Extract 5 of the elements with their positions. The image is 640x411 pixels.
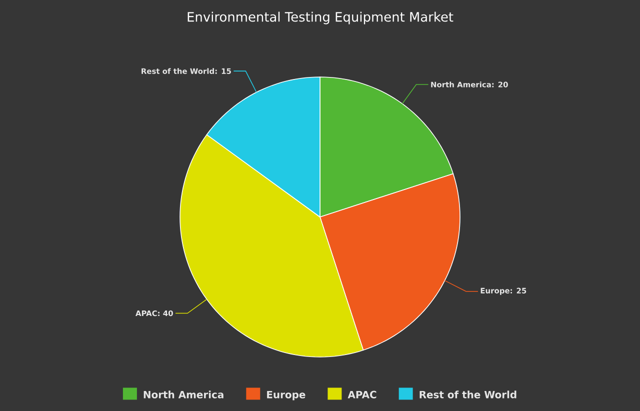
legend-label: APAC	[348, 390, 376, 398]
legend-label: Europe	[267, 390, 306, 400]
legend-label: Rest of the World	[420, 390, 516, 398]
legend-label: North America	[144, 390, 224, 398]
chart-title: Environmental Testing Equipment Market	[188, 12, 454, 24]
